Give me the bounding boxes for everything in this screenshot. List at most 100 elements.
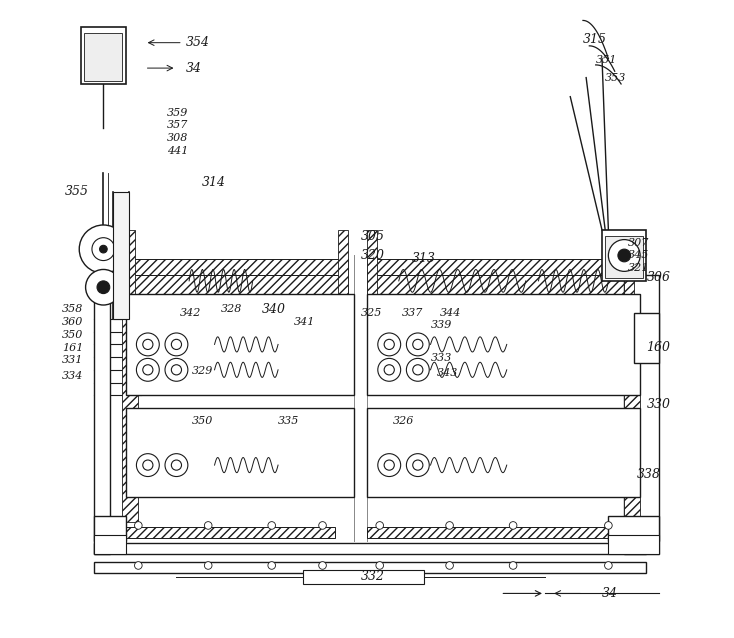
Circle shape — [204, 522, 212, 530]
Circle shape — [165, 359, 188, 382]
Circle shape — [165, 454, 188, 477]
Bar — [606, 237, 643, 278]
Text: 313: 313 — [412, 252, 435, 265]
Text: 306: 306 — [647, 271, 670, 284]
Circle shape — [378, 454, 401, 477]
Circle shape — [378, 333, 401, 356]
Bar — [367, 230, 377, 293]
Bar — [602, 230, 647, 281]
Circle shape — [137, 333, 159, 356]
Text: 333: 333 — [431, 353, 452, 364]
Bar — [303, 570, 424, 584]
Bar — [608, 535, 659, 554]
Text: 353: 353 — [606, 73, 627, 82]
Text: 325: 325 — [360, 308, 382, 318]
Circle shape — [413, 460, 423, 470]
Text: 358: 358 — [62, 304, 84, 315]
Circle shape — [384, 365, 394, 375]
Circle shape — [605, 522, 612, 530]
Text: 335: 335 — [278, 415, 299, 426]
Text: 337: 337 — [402, 308, 424, 318]
Text: 332: 332 — [360, 570, 385, 582]
Circle shape — [171, 460, 181, 470]
Circle shape — [376, 561, 384, 569]
Text: 328: 328 — [221, 304, 242, 315]
Circle shape — [171, 339, 181, 350]
Circle shape — [143, 365, 153, 375]
Circle shape — [92, 238, 115, 260]
Circle shape — [79, 225, 128, 273]
Text: 326: 326 — [393, 415, 414, 426]
Circle shape — [97, 281, 110, 293]
Bar — [94, 516, 126, 541]
Bar — [84, 33, 123, 81]
Text: 344: 344 — [440, 308, 462, 318]
Text: 345: 345 — [628, 251, 649, 260]
Bar — [624, 293, 640, 523]
Text: 441: 441 — [167, 145, 189, 156]
Bar — [126, 274, 348, 293]
Bar — [126, 258, 348, 274]
Circle shape — [605, 561, 612, 569]
Bar — [367, 258, 640, 274]
Text: 351: 351 — [596, 55, 617, 65]
Circle shape — [384, 460, 394, 470]
Text: 320: 320 — [360, 249, 385, 262]
Circle shape — [407, 454, 429, 477]
Bar — [123, 293, 138, 523]
Text: 355: 355 — [65, 186, 90, 198]
Text: 342: 342 — [180, 308, 201, 318]
Circle shape — [171, 365, 181, 375]
Circle shape — [137, 359, 159, 382]
Bar — [94, 542, 647, 554]
Text: 307: 307 — [628, 238, 649, 248]
Circle shape — [143, 339, 153, 350]
Text: 334: 334 — [62, 371, 84, 381]
Circle shape — [413, 365, 423, 375]
Bar — [633, 313, 659, 364]
Bar — [367, 274, 640, 293]
Circle shape — [134, 561, 142, 569]
Text: 160: 160 — [647, 341, 670, 354]
Bar — [608, 516, 659, 541]
Text: 359: 359 — [167, 108, 189, 117]
Circle shape — [446, 561, 454, 569]
Text: 354: 354 — [186, 36, 210, 49]
Text: 341: 341 — [294, 317, 316, 327]
Bar — [624, 274, 659, 554]
Bar — [113, 192, 128, 319]
Circle shape — [86, 269, 121, 305]
Circle shape — [165, 333, 188, 356]
Text: 340: 340 — [262, 303, 286, 316]
Bar — [94, 561, 647, 573]
Bar — [624, 230, 633, 293]
Bar — [94, 527, 335, 538]
Bar — [367, 293, 640, 395]
Circle shape — [319, 561, 327, 569]
Circle shape — [376, 522, 384, 530]
Text: 161: 161 — [62, 343, 84, 353]
Text: 314: 314 — [202, 176, 226, 189]
Circle shape — [446, 522, 454, 530]
Text: 360: 360 — [62, 317, 84, 327]
Text: 331: 331 — [62, 355, 84, 366]
Bar — [126, 408, 355, 497]
Text: 357: 357 — [167, 120, 189, 130]
Bar — [126, 230, 135, 293]
Circle shape — [407, 333, 429, 356]
Text: 350: 350 — [192, 415, 214, 426]
Circle shape — [134, 522, 142, 530]
Circle shape — [137, 454, 159, 477]
Text: 343: 343 — [437, 368, 458, 378]
Text: 34: 34 — [186, 62, 202, 75]
Circle shape — [378, 359, 401, 382]
Bar — [126, 293, 355, 395]
Text: 315: 315 — [583, 33, 607, 46]
Circle shape — [143, 460, 153, 470]
Text: 350: 350 — [62, 330, 84, 340]
Circle shape — [268, 522, 275, 530]
Text: 321: 321 — [628, 263, 649, 273]
Circle shape — [100, 246, 107, 253]
Text: 330: 330 — [647, 398, 670, 412]
Bar — [94, 535, 126, 554]
